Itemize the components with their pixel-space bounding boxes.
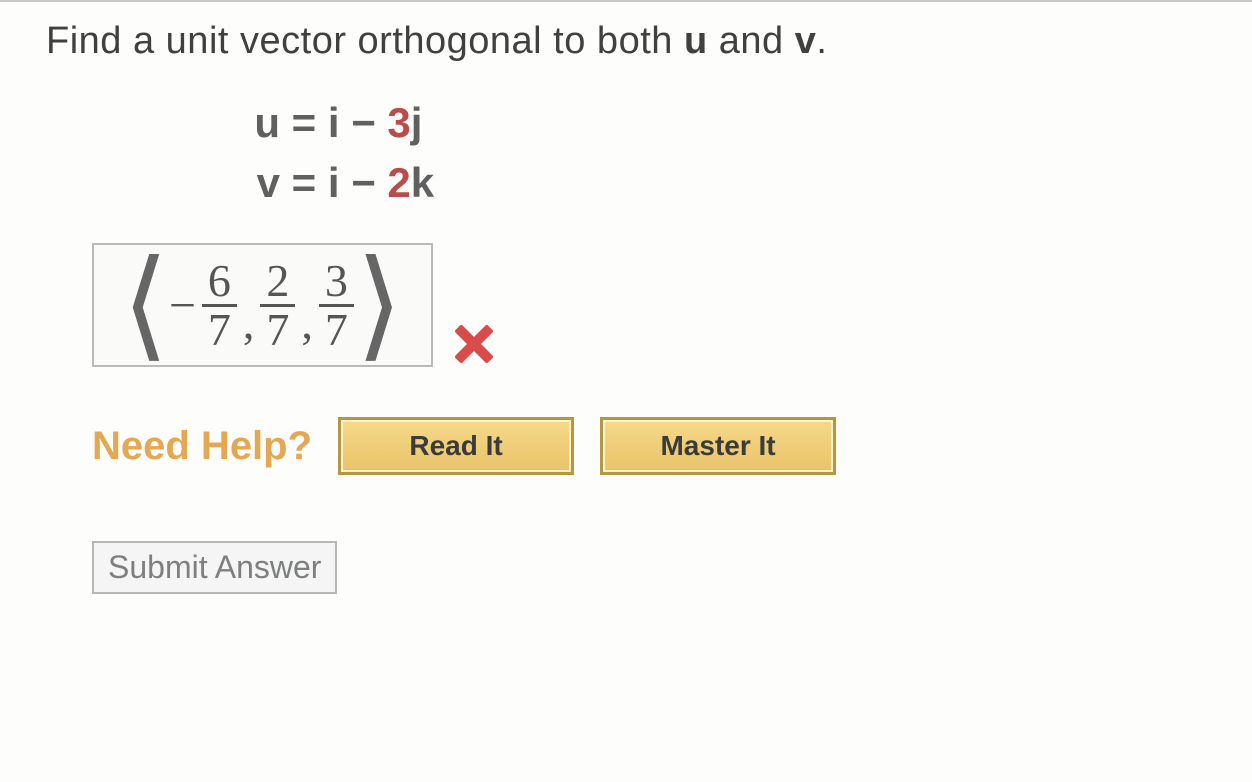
help-row: Need Help? Read It Master It	[92, 417, 1206, 475]
prompt-mid: and	[708, 20, 795, 62]
answer-row: ⟨ − 6 7 , 2 7 , 3 7 ⟩	[92, 243, 1206, 367]
frac-3: 3 7	[319, 258, 354, 353]
comma-1: ,	[243, 296, 255, 349]
frac-1: 6 7	[202, 258, 237, 353]
prompt-u: u	[684, 20, 708, 62]
equals: =	[292, 99, 328, 146]
question-prompt: Find a unit vector orthogonal to both u …	[46, 20, 1206, 63]
v-basis: k	[411, 159, 434, 206]
u-basis: j	[411, 99, 423, 146]
equation-v: v = i − 2k	[246, 153, 1206, 213]
var-u: u	[246, 93, 280, 153]
u-i: i	[328, 99, 340, 146]
frac-2: 2 7	[260, 258, 295, 353]
leading-minus: −	[169, 278, 196, 333]
equals: =	[292, 159, 328, 206]
v-coef: 2	[387, 159, 410, 206]
submit-row: Submit Answer	[92, 541, 1206, 594]
master-it-button[interactable]: Master It	[600, 417, 836, 475]
u-op: −	[351, 99, 376, 146]
angle-left-icon: ⟨	[122, 255, 169, 355]
read-it-button[interactable]: Read It	[338, 417, 574, 475]
frac-2-num: 2	[260, 258, 295, 307]
prompt-v: v	[795, 20, 817, 62]
v-i: i	[328, 159, 340, 206]
given-equations: u = i − 3j v = i − 2k	[246, 93, 1206, 213]
v-op: −	[351, 159, 376, 206]
submit-answer-button[interactable]: Submit Answer	[92, 541, 337, 594]
angle-right-icon: ⟩	[356, 255, 403, 355]
u-coef: 3	[387, 99, 410, 146]
var-v: v	[246, 153, 280, 213]
comma-2: ,	[301, 296, 313, 349]
answer-input[interactable]: ⟨ − 6 7 , 2 7 , 3 7 ⟩	[92, 243, 433, 367]
question-panel: Find a unit vector orthogonal to both u …	[0, 0, 1252, 782]
incorrect-x-icon	[451, 321, 497, 367]
prompt-period: .	[816, 20, 827, 62]
prompt-text-pre: Find a unit vector orthogonal to both	[46, 20, 684, 62]
need-help-label: Need Help?	[92, 424, 312, 469]
frac-2-den: 7	[260, 307, 295, 353]
frac-1-den: 7	[202, 307, 237, 353]
equation-u: u = i − 3j	[246, 93, 1206, 153]
frac-3-den: 7	[319, 307, 354, 353]
frac-1-num: 6	[202, 258, 237, 307]
frac-3-num: 3	[319, 258, 354, 307]
student-answer: ⟨ − 6 7 , 2 7 , 3 7 ⟩	[122, 255, 403, 355]
